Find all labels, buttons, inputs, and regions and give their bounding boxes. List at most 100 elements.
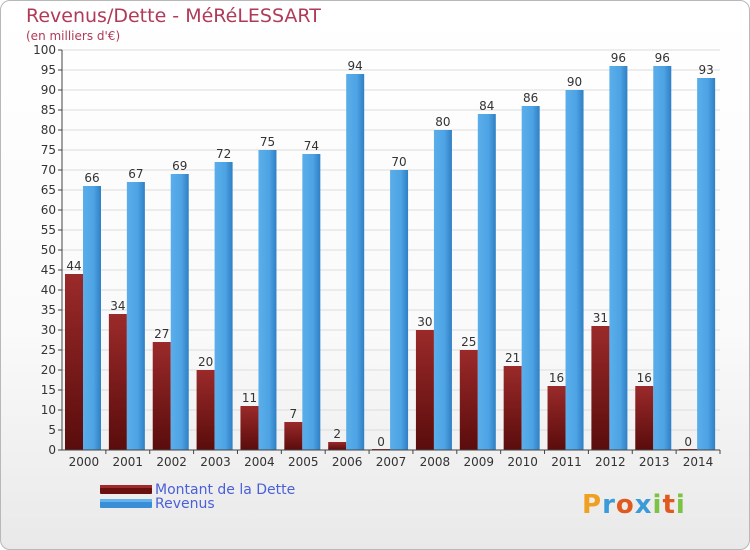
y-tick-label: 15 bbox=[41, 383, 56, 397]
data-label: 94 bbox=[348, 59, 363, 73]
data-label: 75 bbox=[260, 135, 275, 149]
axes: 0510152025303540455055606570758085909510… bbox=[33, 43, 721, 469]
x-tick-label: 2003 bbox=[200, 455, 231, 469]
data-label: 0 bbox=[377, 435, 385, 449]
logo-letter: i bbox=[652, 490, 663, 520]
x-tick-label: 2013 bbox=[639, 455, 670, 469]
x-tick-label: 2000 bbox=[69, 455, 100, 469]
revenue-bar bbox=[302, 154, 321, 450]
data-label: 7 bbox=[290, 407, 298, 421]
data-label: 96 bbox=[655, 51, 670, 65]
debt-bar bbox=[503, 366, 522, 450]
data-label: 96 bbox=[611, 51, 626, 65]
data-label: 44 bbox=[66, 259, 81, 273]
debt-bar bbox=[152, 342, 171, 450]
revenue-bar bbox=[609, 66, 628, 450]
debt-bar bbox=[196, 370, 215, 450]
y-tick-label: 55 bbox=[41, 223, 56, 237]
debt-bar bbox=[635, 386, 654, 450]
data-label: 30 bbox=[417, 315, 432, 329]
data-label: 25 bbox=[461, 335, 476, 349]
x-tick-label: 2009 bbox=[463, 455, 494, 469]
y-tick-label: 30 bbox=[41, 323, 56, 337]
debt-bar bbox=[284, 422, 303, 450]
y-tick-label: 80 bbox=[41, 123, 56, 137]
debt-bar bbox=[547, 386, 566, 450]
y-tick-label: 60 bbox=[41, 203, 56, 217]
revenue-bar bbox=[697, 78, 716, 450]
data-label: 20 bbox=[198, 355, 213, 369]
y-tick-label: 25 bbox=[41, 343, 56, 357]
debt-bar bbox=[328, 442, 347, 450]
legend-label: Montant de la Dette bbox=[155, 482, 295, 498]
data-label: 34 bbox=[110, 299, 125, 313]
debt-bar bbox=[65, 274, 83, 450]
y-tick-label: 45 bbox=[41, 263, 56, 277]
x-tick-label: 2001 bbox=[113, 455, 144, 469]
legend-swatch-highlight bbox=[100, 485, 152, 488]
data-label: 16 bbox=[637, 371, 652, 385]
revenue-bar bbox=[258, 150, 277, 450]
logo-letter: t bbox=[662, 490, 676, 520]
revenue-bar bbox=[346, 74, 365, 450]
revenue-bar bbox=[83, 186, 101, 450]
data-label: 72 bbox=[216, 147, 231, 161]
data-label: 27 bbox=[154, 327, 169, 341]
y-tick-label: 35 bbox=[41, 303, 56, 317]
data-label: 86 bbox=[523, 91, 538, 105]
logo-letter: i bbox=[675, 490, 686, 520]
y-tick-label: 75 bbox=[41, 143, 56, 157]
x-tick-label: 2014 bbox=[683, 455, 714, 469]
revenue-bar bbox=[565, 90, 584, 450]
chart-subtitle: (en milliers d'€) bbox=[26, 29, 120, 43]
revenue-bar bbox=[433, 130, 452, 450]
chart-title: Revenus/Dette - MéRéLESSART bbox=[26, 5, 321, 27]
data-label: 74 bbox=[304, 139, 319, 153]
x-tick-label: 2006 bbox=[332, 455, 363, 469]
data-label: 0 bbox=[684, 435, 692, 449]
data-label: 69 bbox=[172, 159, 187, 173]
y-tick-label: 10 bbox=[41, 403, 56, 417]
data-label: 66 bbox=[84, 171, 99, 185]
revenue-bar bbox=[214, 162, 233, 450]
y-tick-label: 0 bbox=[48, 443, 56, 457]
legend-swatch-highlight bbox=[100, 499, 152, 502]
data-label: 93 bbox=[698, 63, 713, 77]
x-tick-label: 2008 bbox=[420, 455, 451, 469]
y-tick-label: 95 bbox=[41, 63, 56, 77]
data-label: 31 bbox=[593, 311, 608, 325]
y-tick-label: 70 bbox=[41, 163, 56, 177]
x-tick-label: 2012 bbox=[595, 455, 626, 469]
x-tick-label: 2011 bbox=[551, 455, 582, 469]
data-label: 84 bbox=[479, 99, 494, 113]
y-tick-label: 20 bbox=[41, 363, 56, 377]
revenue-bar bbox=[477, 114, 496, 450]
x-tick-label: 2007 bbox=[376, 455, 407, 469]
y-tick-label: 50 bbox=[41, 243, 56, 257]
y-tick-label: 85 bbox=[41, 103, 56, 117]
y-tick-label: 40 bbox=[41, 283, 56, 297]
x-tick-label: 2002 bbox=[156, 455, 187, 469]
data-label: 80 bbox=[435, 115, 450, 129]
data-label: 2 bbox=[333, 427, 341, 441]
logo-letter: o bbox=[615, 490, 635, 520]
data-label: 16 bbox=[549, 371, 564, 385]
data-label: 90 bbox=[567, 75, 582, 89]
revenue-bar bbox=[653, 66, 672, 450]
x-tick-label: 2005 bbox=[288, 455, 319, 469]
logo-letter: P bbox=[582, 490, 603, 520]
revenue-bar bbox=[521, 106, 540, 450]
data-label: 67 bbox=[128, 167, 143, 181]
revenue-bar bbox=[126, 182, 145, 450]
data-label: 70 bbox=[391, 155, 406, 169]
debt-bar bbox=[415, 330, 434, 450]
y-tick-label: 5 bbox=[48, 423, 56, 437]
data-label: 11 bbox=[242, 391, 257, 405]
x-tick-label: 2004 bbox=[244, 455, 275, 469]
debt-bar bbox=[591, 326, 610, 450]
proxiti-logo: Proxiti bbox=[582, 490, 686, 520]
y-tick-label: 65 bbox=[41, 183, 56, 197]
revenue-bar bbox=[390, 170, 409, 450]
